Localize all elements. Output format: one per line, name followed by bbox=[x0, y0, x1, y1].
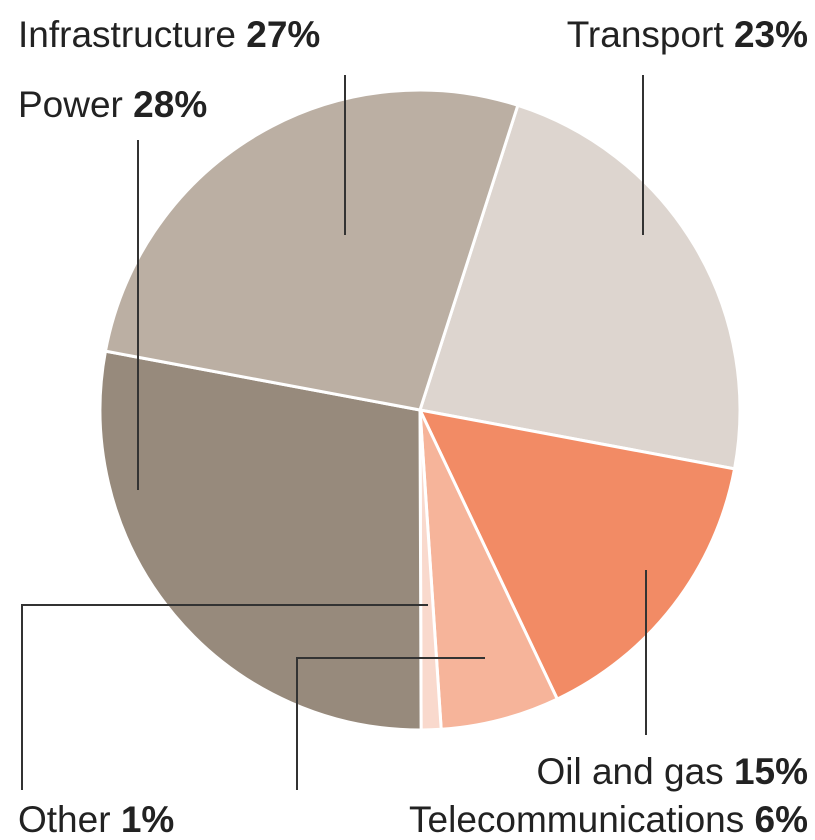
slice-value: 15% bbox=[734, 751, 808, 792]
pie-slice bbox=[418, 409, 560, 731]
slice-label: Power 28% bbox=[18, 84, 207, 125]
pie-slice bbox=[103, 88, 520, 412]
slice-label: Telecommunications 6% bbox=[409, 799, 808, 840]
slice-value: 28% bbox=[133, 84, 207, 125]
pie-slice bbox=[98, 349, 423, 732]
slice-name: Other bbox=[18, 799, 111, 840]
slice-value: 1% bbox=[121, 799, 174, 840]
slice-label: Oil and gas 15% bbox=[536, 751, 808, 792]
slice-name: Transport bbox=[567, 14, 725, 55]
pie-slice bbox=[417, 407, 737, 702]
slice-name: Infrastructure bbox=[18, 14, 236, 55]
slice-name: Telecommunications bbox=[409, 799, 744, 840]
slice-value: 6% bbox=[755, 799, 808, 840]
leader-line bbox=[296, 657, 485, 790]
leader-line bbox=[21, 604, 428, 790]
slice-label: Other 1% bbox=[18, 799, 174, 840]
slice-name: Power bbox=[18, 84, 123, 125]
slice-name: Oil and gas bbox=[536, 751, 723, 792]
pie-slice bbox=[418, 103, 742, 471]
slice-value: 23% bbox=[734, 14, 808, 55]
slice-value: 27% bbox=[246, 14, 320, 55]
slice-label: Transport 23% bbox=[567, 14, 808, 55]
slice-label: Infrastructure 27% bbox=[18, 14, 320, 55]
